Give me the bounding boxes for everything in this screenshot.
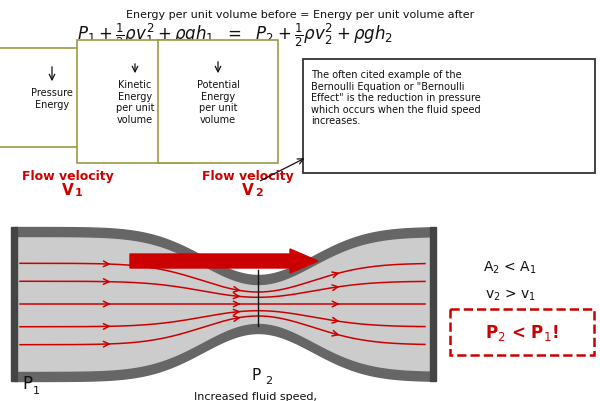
Text: Potential
Energy
per unit
volume: Potential Energy per unit volume: [197, 80, 239, 124]
Text: The often cited example of the
Bernoulli Equation or "Bernoulli
Effect" is the r: The often cited example of the Bernoulli…: [311, 70, 481, 126]
Bar: [430, 227, 436, 381]
Text: P: P: [251, 367, 260, 382]
Text: Increased fluid speed,
decreased internal pressure.: Increased fluid speed, decreased interna…: [175, 391, 335, 401]
Text: 2: 2: [265, 375, 272, 385]
Text: 1: 1: [33, 385, 40, 395]
Text: $P_1 + \frac{1}{2}\rho v_1^2 + \rho g h_1\ \ =\ \ P_2 + \frac{1}{2}\rho v_2^2 + : $P_1 + \frac{1}{2}\rho v_1^2 + \rho g h_…: [77, 22, 393, 49]
Text: 2: 2: [255, 188, 263, 198]
FancyBboxPatch shape: [450, 309, 594, 355]
Text: Flow velocity: Flow velocity: [22, 170, 114, 182]
FancyBboxPatch shape: [303, 60, 595, 174]
Text: Flow velocity: Flow velocity: [202, 170, 294, 182]
Text: Pressure
Energy: Pressure Energy: [31, 88, 73, 109]
Text: A$_2$ < A$_1$: A$_2$ < A$_1$: [483, 259, 537, 275]
Text: V: V: [62, 182, 74, 198]
Text: V: V: [242, 182, 254, 198]
Text: 1: 1: [75, 188, 83, 198]
Text: P$_2$ < P$_1$!: P$_2$ < P$_1$!: [485, 322, 559, 342]
Text: Energy per unit volume before = Energy per unit volume after: Energy per unit volume before = Energy p…: [126, 10, 474, 20]
Bar: [11, 227, 17, 381]
FancyArrow shape: [130, 249, 318, 273]
Text: v$_2$ > v$_1$: v$_2$ > v$_1$: [485, 287, 535, 302]
Text: P: P: [22, 374, 32, 392]
Text: Kinetic
Energy
per unit
volume: Kinetic Energy per unit volume: [116, 80, 154, 124]
